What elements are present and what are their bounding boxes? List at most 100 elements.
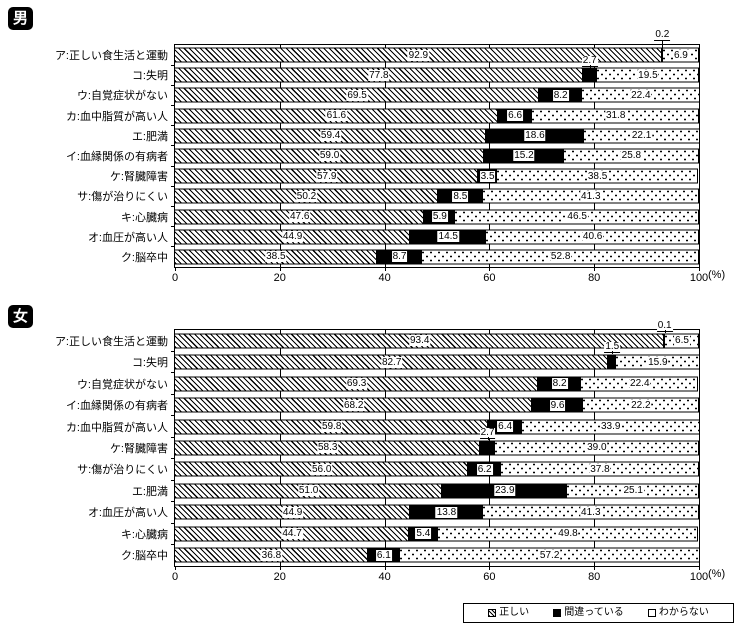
category-label: ウ:自覚症状がない — [76, 90, 168, 103]
value-label: 22.1 — [630, 130, 653, 142]
category-axis-tick — [171, 205, 175, 207]
legend-item-dontknow: わからない — [647, 607, 709, 618]
axis-tick-label: 0 — [171, 571, 179, 583]
axis-tick-label: 80 — [588, 272, 601, 284]
bar-row: キ:心臓病 47.6 5.9 46.5 — [121, 205, 699, 226]
bar-row: ケ:腎臓障害 57.9 3.5 38.5 — [110, 165, 699, 186]
axis-unit-label: (%) — [708, 269, 726, 281]
value-label: 68.2 — [342, 399, 365, 411]
category-label: オ:血圧が高い人 — [87, 231, 168, 244]
value-label: 14.5 — [437, 231, 459, 243]
stacked-bar: 36.8 6.1 57.2 — [175, 547, 700, 563]
stacked-bar: 44.7 5.4 49.8 — [175, 526, 699, 542]
legend-label-dontknow: わからない — [658, 607, 709, 618]
axis-tick — [279, 566, 281, 570]
male-chart-plot-area: 0 20 40 60 80 100 (%) ア:正しい食生活と運動 92.9 6.9 0.2 コ:失明… — [55, 30, 725, 284]
category-label: コ:失明 — [131, 70, 168, 83]
value-label: 40.6 — [581, 231, 604, 243]
stacked-bar: 59.0 15.2 25.8 — [175, 148, 699, 164]
category-label: サ:傷が治りにくい — [77, 191, 168, 204]
stacked-bar: 59.4 18.6 22.1 — [175, 128, 700, 144]
stacked-bar: 50.2 8.5 41.3 — [175, 188, 699, 204]
callout-leader-line — [662, 40, 664, 48]
bar-row: イ:血縁関係の有病者 59.0 15.2 25.8 — [66, 145, 699, 166]
value-label: 23.9 — [494, 485, 516, 497]
category-axis-tick — [171, 393, 175, 395]
value-label: 57.9 — [315, 170, 338, 182]
bar-row: コ:失明 77.8 19.5 2.7 — [132, 56, 699, 85]
bar-row: エ:肥満 51.0 23.9 25.1 — [132, 479, 699, 501]
bar-row: ウ:自覚症状がない 69.5 8.2 22.4 — [77, 84, 700, 105]
category-label: ア:正しい食生活と運動 — [54, 335, 168, 348]
category-axis-tick — [171, 145, 175, 147]
category-label: カ:血中脂質が高い人 — [65, 421, 168, 434]
value-label: 58.3 — [317, 442, 339, 454]
female-chart-title-badge: 女 — [8, 305, 34, 328]
category-label: コ:失明 — [131, 357, 168, 370]
category-label: イ:血縁関係の有病者 — [65, 400, 168, 413]
value-label: 8.2 — [551, 378, 568, 390]
female-chart-plot-area: 0 20 40 60 80 100 (%) ア:正しい食生活と運動 93.4 6.5 0.1 コ:失明… — [55, 321, 725, 583]
category-axis-tick — [171, 544, 175, 546]
value-label: 41.3 — [580, 506, 602, 518]
value-label: 44.9 — [281, 506, 304, 518]
axis-tick — [489, 267, 491, 271]
legend-label-wrong: 間違っている — [564, 607, 624, 618]
bar-row: ク:脳卒中 38.5 8.7 52.8 — [121, 246, 699, 267]
value-label: 5.4 — [415, 528, 432, 540]
category-axis-tick — [171, 165, 175, 167]
value-label: 49.8 — [557, 528, 579, 540]
bar-row: ク:脳卒中 36.8 6.1 57.2 — [121, 544, 700, 566]
category-axis-tick — [171, 125, 175, 127]
value-label: 25.1 — [622, 485, 644, 497]
stacked-bar: 61.6 6.6 31.8 — [175, 108, 699, 124]
value-label: 39.0 — [586, 442, 608, 454]
stacked-bar: 77.8 19.5 — [175, 67, 699, 83]
axis-tick — [594, 566, 596, 570]
axis-tick-label: 20 — [273, 571, 286, 583]
value-label: 8.7 — [391, 251, 408, 263]
axis-tick-label: 20 — [273, 272, 286, 284]
category-label: キ:心臓病 — [120, 211, 168, 224]
bar-row: サ:傷が治りにくい 50.2 8.5 41.3 — [77, 185, 699, 206]
value-label: 44.7 — [281, 528, 303, 540]
callout-leader-line — [487, 437, 489, 441]
value-label: 36.8 — [260, 549, 283, 561]
value-label: 9.6 — [549, 399, 566, 411]
stacked-bar: 51.0 23.9 25.1 — [175, 483, 699, 499]
value-label: 69.5 — [346, 89, 368, 101]
value-label: 8.2 — [552, 89, 569, 101]
hatched-swatch-icon — [488, 609, 497, 617]
value-label: 61.6 — [325, 110, 348, 122]
value-label: 92.9 — [407, 49, 430, 61]
category-axis-tick — [171, 372, 175, 374]
stacked-bar: 68.2 9.6 22.2 — [175, 397, 699, 413]
value-label: 93.4 — [408, 335, 431, 347]
callout-leader-line — [589, 65, 591, 69]
value-label: 82.7 — [380, 356, 403, 368]
value-label: 56.0 — [310, 463, 333, 475]
category-axis-tick — [171, 246, 175, 248]
value-label: 25.8 — [620, 150, 643, 162]
black-swatch-icon — [553, 609, 562, 617]
axis-tick-label: 40 — [378, 272, 391, 284]
value-label: 52.8 — [549, 251, 572, 263]
category-axis-tick — [171, 415, 175, 417]
category-label: エ:肥満 — [131, 130, 168, 143]
bar-segment-wrong — [661, 47, 663, 63]
category-axis-tick — [171, 501, 175, 503]
value-label: 59.8 — [320, 421, 343, 433]
value-label: 15.2 — [513, 150, 535, 162]
value-label: 46.5 — [566, 211, 588, 223]
bar-row: カ:血中脂質が高い人 61.6 6.6 31.8 — [66, 105, 699, 126]
axis-tick-label: 60 — [483, 272, 496, 284]
category-label: ク:脳卒中 — [120, 550, 168, 563]
category-axis-tick — [171, 436, 175, 438]
value-label: 22.4 — [630, 89, 652, 101]
value-label: 3.5 — [479, 170, 496, 182]
value-label: 8.5 — [452, 190, 469, 202]
stacked-bar: 58.3 39.0 — [175, 440, 699, 456]
category-axis-tick — [171, 350, 175, 352]
stacked-bar: 47.6 5.9 46.5 — [175, 209, 699, 225]
